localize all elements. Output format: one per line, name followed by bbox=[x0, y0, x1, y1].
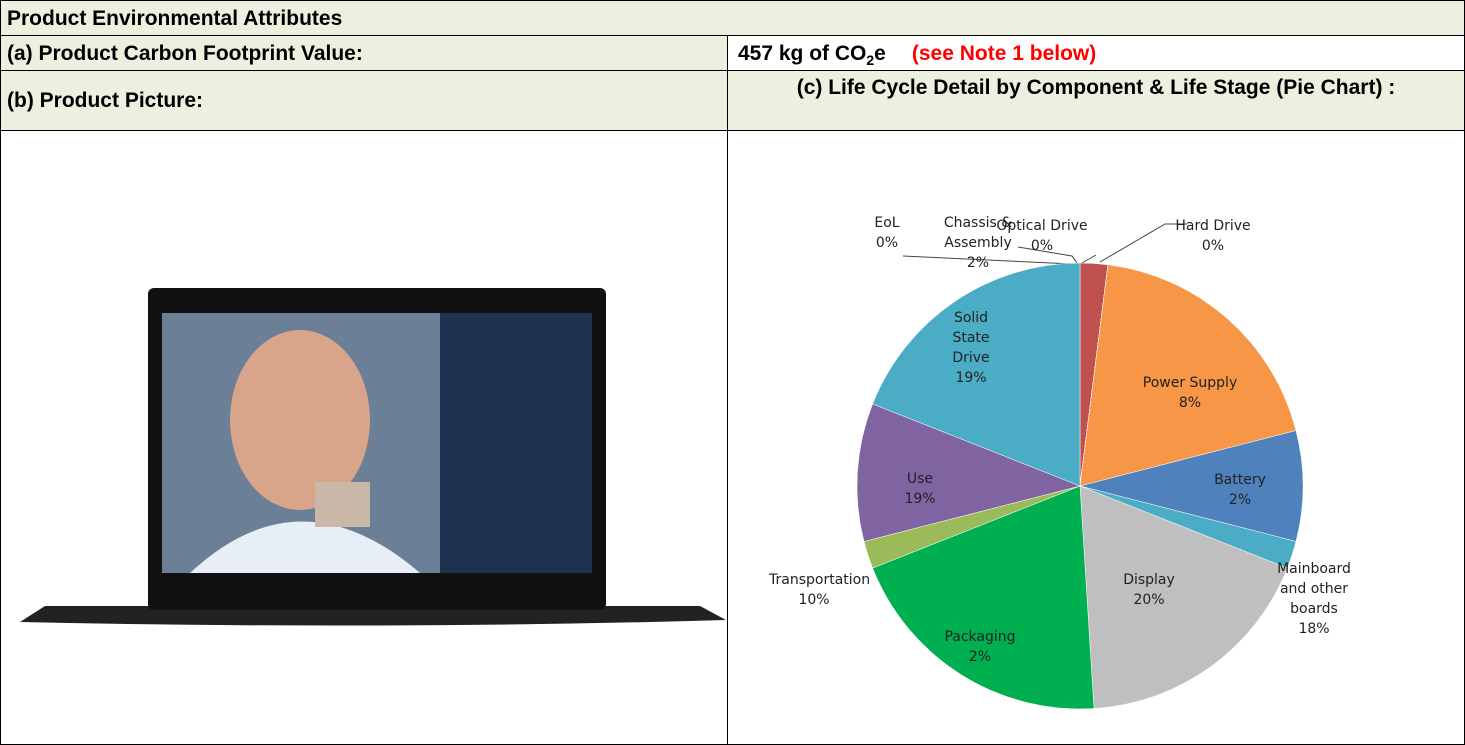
slice-name: Packaging bbox=[940, 627, 1020, 647]
slice-name: Transportation bbox=[769, 570, 859, 590]
slice-name: Mainboard and other boards bbox=[1274, 559, 1354, 619]
slice-value: 2% bbox=[1180, 490, 1300, 510]
slice-value: 20% bbox=[1084, 590, 1214, 610]
slice-value: 2% bbox=[940, 647, 1020, 667]
slice-value: 0% bbox=[1163, 236, 1263, 256]
slice-name: Hard Drive bbox=[1163, 216, 1263, 236]
slice-value: 0% bbox=[977, 236, 1107, 256]
slice-name: Use bbox=[855, 469, 985, 489]
slice-value: 8% bbox=[1120, 393, 1260, 413]
slice-value: 18% bbox=[1274, 619, 1354, 639]
image-gap bbox=[728, 255, 734, 650]
slice-value: 10% bbox=[769, 590, 859, 610]
slice-name: Display bbox=[1084, 570, 1214, 590]
slice-value: 0% bbox=[857, 233, 917, 253]
page: Product Environmental Attributes (a) Pro… bbox=[0, 0, 1465, 745]
slice-value: 19% bbox=[855, 489, 985, 509]
laptop-image bbox=[20, 288, 726, 626]
slice-name: Optical Drive bbox=[977, 216, 1107, 236]
slice-value: 19% bbox=[941, 368, 1001, 388]
slice-name: Power Supply bbox=[1120, 373, 1260, 393]
slice-value: 2% bbox=[933, 253, 1023, 273]
slice-name: Battery bbox=[1180, 470, 1300, 490]
slice-name: Solid State Drive bbox=[941, 308, 1001, 368]
slice-name: EoL bbox=[857, 213, 917, 233]
